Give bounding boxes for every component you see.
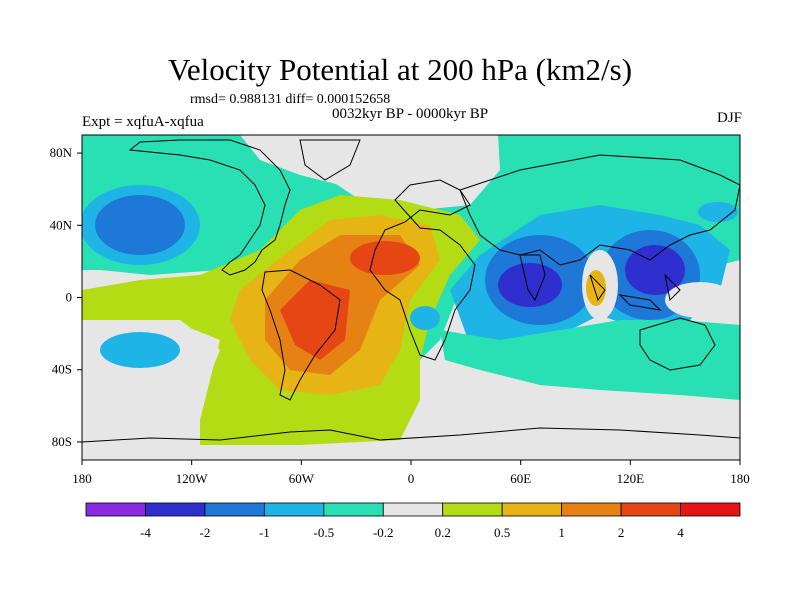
lat-tick-label: 40N: [50, 217, 73, 232]
lon-tick-label: 120E: [617, 471, 645, 486]
colorbar: -4 -2 -1 -0.5 -0.2 0.2 0.5 1 2 4: [85, 502, 741, 540]
colorbar-swatch: [263, 502, 325, 517]
field-region-indian-ocean-low-core: [498, 263, 562, 307]
field-region-west-africa-low: [410, 306, 440, 330]
longitude-axis: 180 120W 60W 0 60E 120E 180: [72, 460, 750, 486]
lon-tick-label: 180: [72, 471, 92, 486]
colorbar-swatch: [85, 502, 146, 517]
lon-tick-label: 60W: [289, 471, 315, 486]
lon-tick-label: 120W: [176, 471, 209, 486]
colorbar-swatch: [323, 502, 384, 517]
field-region-south-indian-low: [440, 320, 740, 400]
period-subtitle: 0032kyr BP - 0000kyr BP: [331, 106, 489, 122]
field-region-neutral-australia: [665, 282, 735, 318]
map-title: Velocity Potential at 200 hPa (km2/s): [167, 52, 633, 87]
colorbar-label: -0.2: [373, 525, 394, 540]
colorbar-swatch: [204, 502, 265, 517]
field-region-south-america-core: [280, 280, 350, 360]
colorbar-swatch: [620, 502, 681, 517]
colorbar-swatch: [561, 502, 622, 517]
lon-tick-label: 60E: [510, 471, 531, 486]
lat-tick-label: 80N: [50, 145, 73, 160]
field-region-north-pacific-west-low: [698, 202, 738, 222]
colorbar-label: 0.2: [435, 525, 451, 540]
experiment-label: Expt = xqfuA-xqfua: [82, 114, 204, 130]
rmsd-diff-stats: rmsd= 0.988131 diff= 0.000152658: [190, 92, 391, 107]
field-region-maritime-low-core: [625, 245, 685, 295]
colorbar-swatch: [442, 502, 503, 517]
colorbar-label: 0.5: [494, 525, 510, 540]
coastlines: [82, 139, 740, 443]
colorbar-label: -1: [259, 525, 270, 540]
lat-tick-label: 40S: [52, 362, 72, 377]
colorbar-label: 1: [558, 525, 565, 540]
field-region-neutral-arctic: [240, 135, 492, 195]
colorbar-swatch: [680, 502, 741, 517]
lat-tick-label: 0: [66, 290, 73, 305]
field-region-pacific-low-core: [95, 195, 185, 255]
lon-tick-label: 180: [730, 471, 750, 486]
colorbar-swatch: [501, 502, 563, 517]
colorbar-label: -4: [140, 525, 151, 540]
lon-tick-label: 0: [408, 471, 415, 486]
colorbar-swatch: [145, 502, 206, 517]
colorbar-label: 4: [677, 525, 684, 540]
colorbar-label: 2: [618, 525, 625, 540]
field-region-africa-core: [350, 241, 420, 275]
latitude-axis: 80N 40N 0 40S 80S: [50, 145, 82, 449]
season-label: DJF: [716, 110, 742, 126]
shaded-field: [82, 135, 740, 460]
colorbar-label: -0.5: [314, 525, 335, 540]
field-region-south-pacific-low: [100, 332, 180, 368]
colorbar-swatch: [382, 502, 444, 517]
colorbar-label: -2: [199, 525, 210, 540]
lat-tick-label: 80S: [52, 434, 72, 449]
